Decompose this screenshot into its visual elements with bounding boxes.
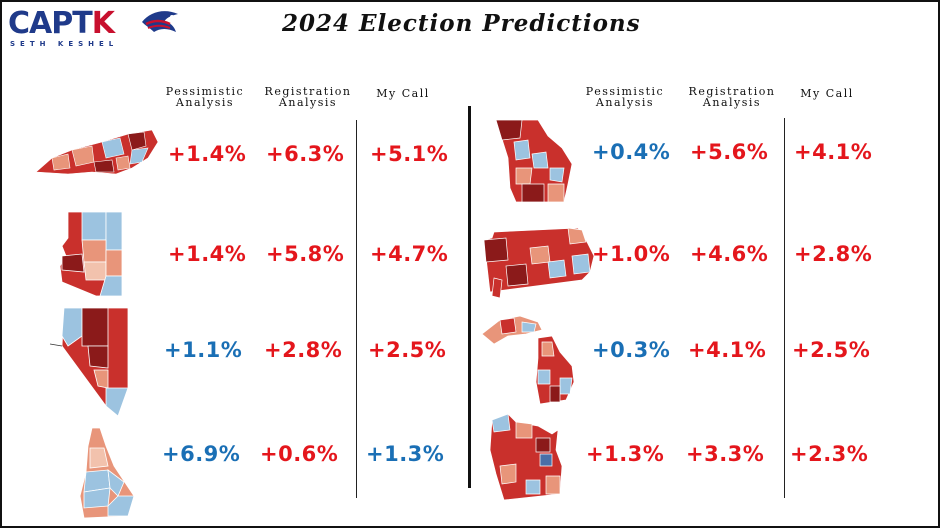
nh-registration-value: +0.6% xyxy=(260,442,339,466)
ga-pessimistic-value: +0.4% xyxy=(592,140,671,164)
nv-registration-value: +2.8% xyxy=(264,338,343,362)
wisconsin-county-map xyxy=(489,413,563,501)
eagle-icon xyxy=(142,11,178,33)
nc-mycall-value: +5.1% xyxy=(370,142,449,166)
column-separator-right xyxy=(784,118,785,498)
brand-logo: CAPTK SETH KESHEL xyxy=(6,6,182,52)
header-pessimistic-left: Pessimistic Analysis xyxy=(165,85,245,109)
page-title: 2024 Election Predictions xyxy=(282,10,641,37)
mi-pessimistic-value: +0.3% xyxy=(592,338,671,362)
new-hampshire-county-map xyxy=(79,427,135,519)
michigan-county-map xyxy=(481,315,575,405)
mi-mycall-value: +2.5% xyxy=(792,338,871,362)
nv-mycall-value: +2.5% xyxy=(368,338,447,362)
header-registration-left: Registration Analysis xyxy=(264,85,352,109)
az-registration-value: +5.8% xyxy=(266,242,345,266)
mi-registration-value: +4.1% xyxy=(688,338,767,362)
georgia-county-map xyxy=(495,119,573,203)
wi-registration-value: +3.3% xyxy=(686,442,765,466)
nh-pessimistic-value: +6.9% xyxy=(162,442,241,466)
ga-registration-value: +5.6% xyxy=(690,140,769,164)
header-mycall-left: My Call xyxy=(376,87,430,100)
nh-mycall-value: +1.3% xyxy=(366,442,445,466)
nc-pessimistic-value: +1.4% xyxy=(168,142,247,166)
nevada-county-map xyxy=(49,307,129,417)
wi-mycall-value: +2.3% xyxy=(790,442,869,466)
north-carolina-county-map xyxy=(35,129,159,175)
header-pessimistic-right: Pessimistic Analysis xyxy=(585,85,665,109)
center-divider xyxy=(468,106,471,488)
header-registration-right: Registration Analysis xyxy=(688,85,776,109)
ga-mycall-value: +4.1% xyxy=(794,140,873,164)
logo-wordmark: CAPTK xyxy=(8,6,115,41)
pa-pessimistic-value: +1.0% xyxy=(592,242,671,266)
logo-subtitle: SETH KESHEL xyxy=(10,40,119,48)
nv-pessimistic-value: +1.1% xyxy=(164,338,243,362)
pennsylvania-county-map xyxy=(483,227,595,299)
column-separator-left xyxy=(356,120,357,498)
nc-registration-value: +6.3% xyxy=(266,142,345,166)
pa-registration-value: +4.6% xyxy=(690,242,769,266)
arizona-county-map xyxy=(59,211,123,297)
az-pessimistic-value: +1.4% xyxy=(168,242,247,266)
pa-mycall-value: +2.8% xyxy=(794,242,873,266)
header-mycall-right: My Call xyxy=(800,87,854,100)
az-mycall-value: +4.7% xyxy=(370,242,449,266)
wi-pessimistic-value: +1.3% xyxy=(586,442,665,466)
